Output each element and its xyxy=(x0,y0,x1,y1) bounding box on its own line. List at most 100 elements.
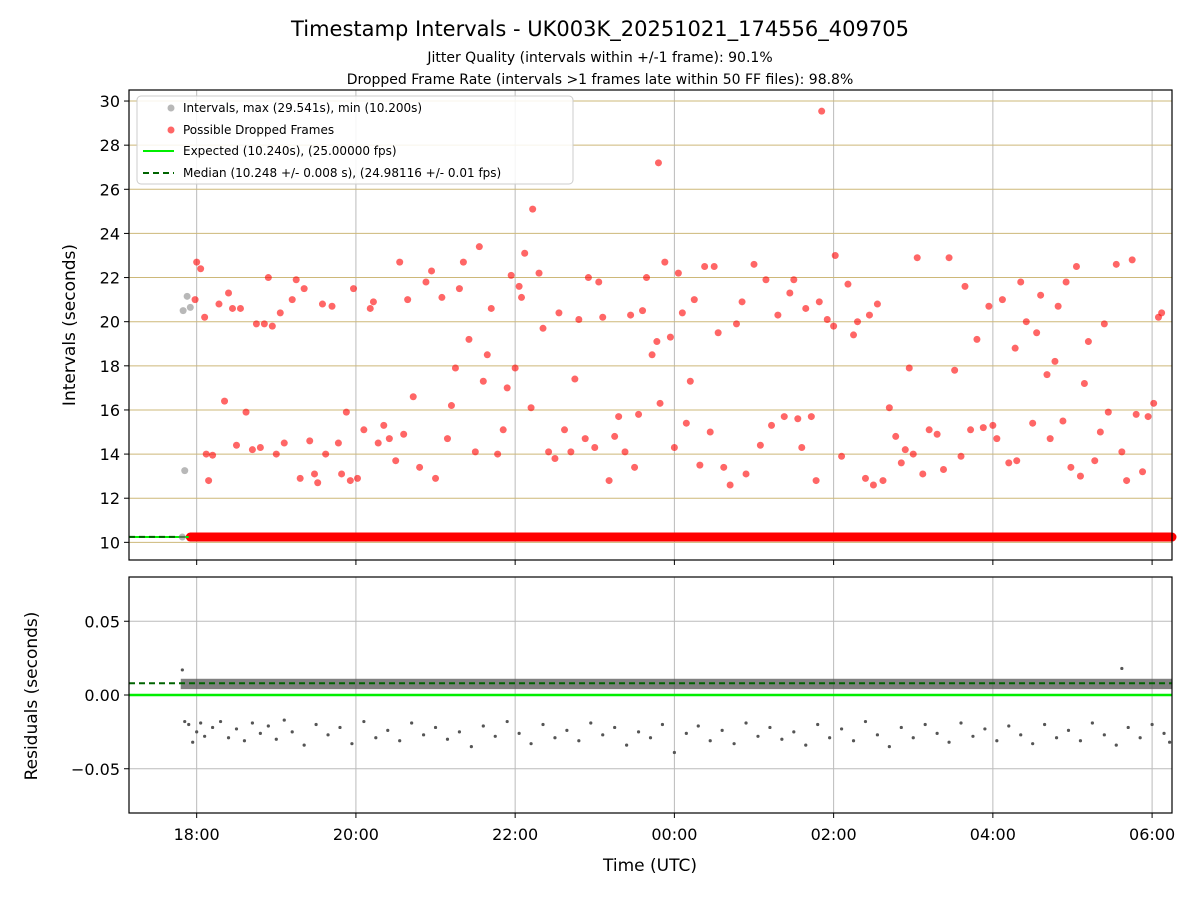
dropped-frame-point-159 xyxy=(945,254,953,262)
residual-point-90 xyxy=(1150,722,1154,727)
residual-point-87 xyxy=(1120,666,1124,671)
residual-point-23 xyxy=(362,719,366,724)
dropped-frame-point-91 xyxy=(611,432,619,440)
dropped-frame-point-2 xyxy=(191,296,199,304)
dropped-frame-point-145 xyxy=(869,481,877,489)
dropped-frame-point-198 xyxy=(1139,468,1147,476)
chart-title: Timestamp Intervals - UK003K_20251021_17… xyxy=(290,17,909,42)
dropped-frame-point-137 xyxy=(830,322,838,330)
dropped-frame-point-46 xyxy=(396,258,404,266)
residual-point-81 xyxy=(1054,736,1059,740)
residual-point-73 xyxy=(959,721,963,725)
residual-point-45 xyxy=(625,743,629,747)
dropped-frame-point-97 xyxy=(639,307,647,315)
residuals-dense-band xyxy=(180,678,1173,690)
residual-point-63 xyxy=(839,727,844,731)
residual-point-47 xyxy=(648,736,653,740)
residual-point-16 xyxy=(282,718,286,722)
dropped-frame-point-98 xyxy=(643,274,651,282)
residual-point-40 xyxy=(565,728,569,733)
dropped-frame-point-94 xyxy=(627,311,635,319)
dropped-frame-point-123 xyxy=(762,276,770,284)
dropped-frame-point-37 xyxy=(350,285,358,293)
legend-dropped-label: Possible Dropped Frames xyxy=(183,123,334,137)
dropped-frame-point-47 xyxy=(400,430,408,438)
dropped-frame-point-138 xyxy=(831,251,839,259)
residual-point-78 xyxy=(1019,733,1023,737)
dropped-frame-point-17 xyxy=(260,320,268,328)
dropped-frame-point-95 xyxy=(631,463,639,471)
dropped-frame-point-31 xyxy=(322,450,330,458)
dropped-frame-point-130 xyxy=(798,443,806,451)
dropped-frame-point-124 xyxy=(768,421,776,429)
dropped-frame-point-27 xyxy=(306,437,314,445)
residuals-marks xyxy=(129,666,1173,755)
residual-point-43 xyxy=(601,733,605,737)
dropped-frame-point-68 xyxy=(503,384,511,392)
dropped-frame-point-20 xyxy=(272,450,280,458)
dropped-frame-point-16 xyxy=(256,443,264,451)
dropped-frame-point-87 xyxy=(591,443,599,451)
residual-point-82 xyxy=(1066,728,1071,733)
dropped-frame-point-195 xyxy=(1123,477,1131,485)
dropped-frame-point-191 xyxy=(1100,320,1108,328)
dropped-frame-point-168 xyxy=(993,435,1001,443)
dropped-frame-point-176 xyxy=(1033,329,1041,337)
dropped-frame-point-11 xyxy=(232,441,240,449)
residual-point-57 xyxy=(768,725,772,730)
residual-point-25 xyxy=(386,728,390,733)
dropped-frame-point-59 xyxy=(459,258,467,266)
dropped-frame-point-24 xyxy=(292,276,300,284)
dropped-frame-point-148 xyxy=(885,404,893,412)
dropped-frame-point-139 xyxy=(838,452,846,460)
residual-point-30 xyxy=(445,737,450,741)
dropped-frame-point-182 xyxy=(1059,417,1067,425)
dropped-frame-point-190 xyxy=(1096,428,1104,436)
dropped-frame-point-7 xyxy=(215,300,223,308)
residual-point-29 xyxy=(433,725,438,730)
dropped-frame-point-21 xyxy=(276,309,284,317)
dropped-frame-point-133 xyxy=(812,477,820,485)
interval-point-0 xyxy=(179,307,187,315)
dropped-frame-point-116 xyxy=(720,463,728,471)
dropped-frame-point-202 xyxy=(1158,309,1166,317)
dropped-frame-point-156 xyxy=(925,426,933,434)
residual-point-62 xyxy=(828,736,832,740)
dropped-frame-point-181 xyxy=(1054,302,1062,310)
intervals-plot-frame xyxy=(128,89,1173,561)
dropped-frame-point-105 xyxy=(670,443,678,451)
dropped-frame-point-149 xyxy=(892,432,900,440)
residual-point-35 xyxy=(505,719,509,724)
dropped-frame-point-96 xyxy=(635,410,643,418)
intervals-legend: Intervals, max (29.541s), min (10.200s) … xyxy=(136,95,574,185)
dropped-frame-point-170 xyxy=(1005,459,1013,467)
dropped-frame-point-92 xyxy=(615,413,623,421)
dropped-frame-point-32 xyxy=(328,302,336,310)
residual-point-46 xyxy=(636,730,641,734)
intervals-panel: 10 12 14 16 18 20 22 24 26 28 30 Intervals (second… xyxy=(60,89,1177,561)
residual-point-79 xyxy=(1031,742,1035,746)
x-tick-label-1: 20:00 xyxy=(333,825,379,844)
residual-point-36 xyxy=(517,731,521,735)
dropped-frame-point-15 xyxy=(252,320,260,328)
residual-point-76 xyxy=(995,739,999,743)
dropped-frame-point-121 xyxy=(750,260,758,268)
dropped-frame-point-89 xyxy=(599,313,607,321)
dropped-frame-point-22 xyxy=(280,439,288,447)
dropped-frame-point-9 xyxy=(225,289,233,297)
residual-point-74 xyxy=(971,734,975,738)
dropped-frame-point-118 xyxy=(732,320,740,328)
residual-point-2 xyxy=(187,722,191,727)
legend-dropped-marker xyxy=(167,126,175,134)
dropped-frame-point-110 xyxy=(690,296,698,304)
legend-intervals-label: Intervals, max (29.541s), min (10.200s) xyxy=(183,101,422,115)
dropped-frame-point-3 xyxy=(201,313,209,321)
dropped-frame-point-57 xyxy=(451,364,459,372)
dropped-frame-point-187 xyxy=(1080,379,1088,387)
residual-point-3 xyxy=(191,740,195,744)
dropped-frame-point-129 xyxy=(794,415,802,423)
interval-point-1 xyxy=(183,292,191,300)
dropped-frame-point-70 xyxy=(511,364,519,372)
dropped-frame-point-141 xyxy=(850,331,858,339)
